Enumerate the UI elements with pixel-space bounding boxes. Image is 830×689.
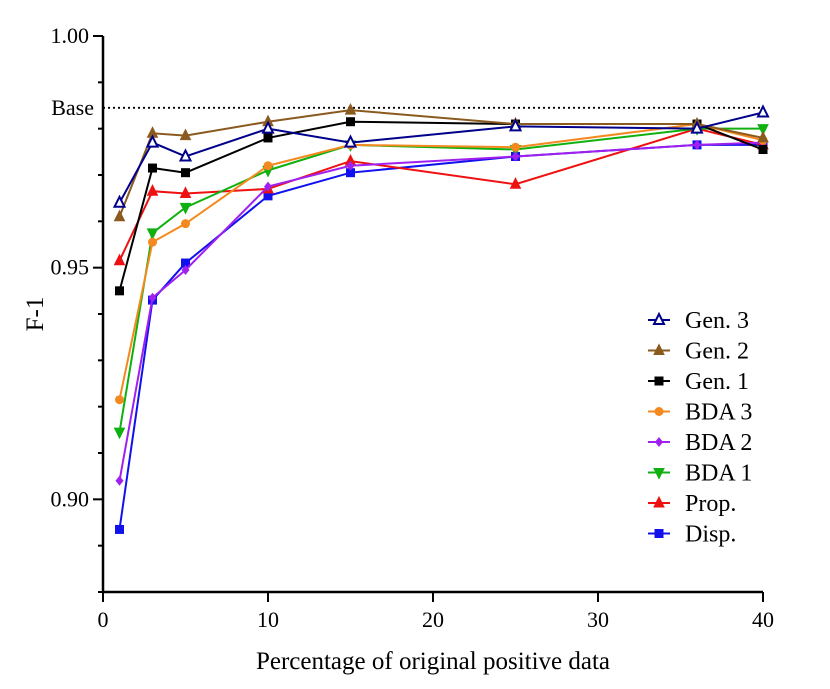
series-line-bda-3 [118,123,764,400]
legend-label-gen-3: Gen. 3 [685,308,749,334]
legend-item-bda-3: BDA 3 [648,400,752,426]
legend-marker-bda-3 [654,407,664,416]
data-point-bda-3 [148,237,157,247]
data-point-bda-1 [757,124,769,136]
data-point-prop [179,186,192,199]
data-point-gen-3 [145,134,160,148]
data-point-gen-1 [263,133,273,143]
data-point-prop [113,253,126,266]
legend-item-bda-2: BDA 2 [648,430,752,456]
data-point-bda-1 [146,228,159,241]
base-reference-label: Base [51,95,94,120]
legend-item-gen-3: Gen. 3 [648,308,749,334]
legend-marker-gen-3 [652,311,666,325]
data-point-gen-3 [756,104,770,118]
legend-marker-gen-2 [653,343,665,355]
data-point-bda-2 [511,151,520,162]
data-point-gen-1 [115,286,124,296]
legend-label-bda-1: BDA 1 [685,461,752,487]
series-gen-1 [115,117,768,296]
data-point-gen-3 [178,148,193,162]
legend-marker-bda-2 [655,437,663,447]
data-point-disp [346,168,355,178]
data-point-gen-1 [181,168,190,178]
data-point-gen-1 [346,117,355,127]
data-point-bda-2 [115,475,124,486]
data-point-bda-2 [346,160,355,171]
data-point-gen-3 [112,194,127,208]
data-point-gen-3 [508,118,523,132]
data-point-disp [115,524,124,534]
data-point-bda-2 [693,139,701,150]
legend-label-gen-2: Gen. 2 [685,339,749,365]
data-point-gen-2 [113,209,126,222]
data-point-bda-3 [511,142,520,152]
y-tick-label: 0.95 [51,255,90,280]
x-tick-label: 0 [98,607,109,632]
data-point-bda-2 [181,264,190,275]
legend: Gen. 3 Gen. 2 Gen. 1 BDA 3 BDA 2 BDA 1 Prop. Di… [648,308,752,548]
legend-marker-disp [654,529,664,538]
data-point-disp [181,258,190,268]
x-axis-title: Percentage of original positive data [256,648,610,675]
data-point-bda-1 [179,202,192,215]
y-axis-title: F-1 [22,297,49,332]
data-point-gen-1 [758,145,768,155]
series-line-prop [118,127,764,262]
legend-item-disp: Disp. [648,522,736,548]
data-point-gen-2 [757,130,769,143]
legend-marker-gen-1 [654,376,664,386]
data-point-bda-2 [264,181,272,192]
x-tick-label: 10 [257,607,279,632]
data-point-bda-3 [181,219,190,229]
series-disp [115,140,768,534]
series-line-bda-2 [118,141,764,481]
y-tick-label: 0.90 [51,486,90,511]
axes-group: 0.90 0.95 1.00 0 10 20 30 40 [51,23,775,632]
series-gen-2 [113,103,769,222]
data-point-prop [509,177,522,189]
data-point-gen-2 [344,103,357,115]
x-tick-label: 40 [752,607,774,632]
data-point-bda-3 [115,395,124,405]
data-point-gen-3 [690,120,704,134]
data-point-bda-1 [113,427,126,440]
legend-label-bda-2: BDA 2 [685,430,752,456]
legend-marker-prop [653,495,665,508]
data-point-gen-1 [148,163,157,173]
data-point-gen-3 [261,120,275,134]
legend-marker-bda-1 [653,468,665,480]
data-point-gen-2 [179,128,192,141]
series-group [112,103,770,534]
legend-item-gen-1: Gen. 1 [648,369,749,395]
series-bda-2 [115,137,767,486]
data-point-disp [263,191,273,201]
reference-line-group: Base [51,95,763,120]
series-line-gen-3 [118,111,764,204]
series-line-gen-2 [118,109,764,218]
legend-label-bda-3: BDA 3 [685,400,752,426]
data-point-gen-3 [343,134,358,148]
series-gen-3 [112,104,770,208]
legend-label-prop: Prop. [685,491,736,517]
data-point-bda-2 [148,292,157,303]
legend-item-bda-1: BDA 1 [648,461,752,487]
legend-item-gen-2: Gen. 2 [648,339,749,365]
legend-label-disp: Disp. [685,522,736,548]
data-point-bda-3 [263,161,273,171]
y-tick-label: 1.00 [51,23,90,48]
x-tick-label: 20 [422,607,444,632]
legend-item-prop: Prop. [648,491,736,517]
series-bda-1 [113,124,769,440]
legend-label-gen-1: Gen. 1 [685,369,749,395]
x-tick-label: 30 [587,607,609,632]
data-point-prop [146,184,159,196]
